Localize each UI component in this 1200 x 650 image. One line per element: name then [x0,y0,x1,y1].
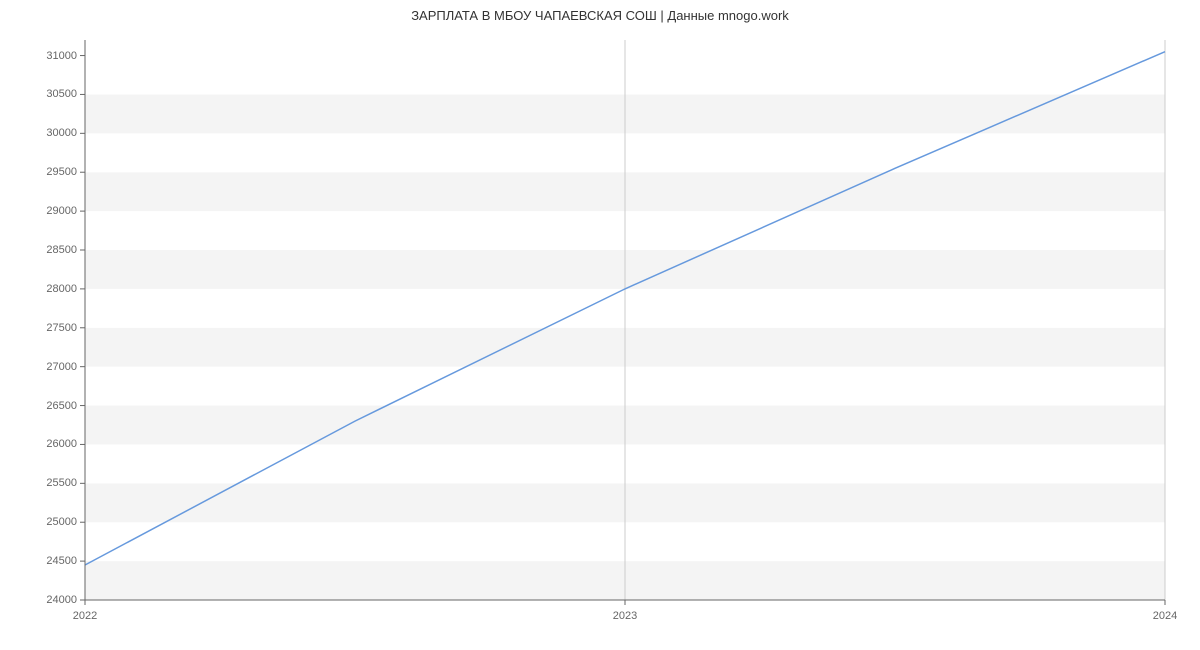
y-tick-label: 28000 [46,283,77,295]
plot-area: 2400024500250002550026000265002700027500… [85,40,1165,600]
y-tick-label: 28500 [46,244,77,256]
plot-svg [85,40,1165,600]
chart-title: ЗАРПЛАТА В МБОУ ЧАПАЕВСКАЯ СОШ | Данные … [0,8,1200,23]
y-tick-label: 27500 [46,322,77,334]
x-tick-label: 2024 [1153,610,1177,622]
y-tick-label: 24000 [46,594,77,606]
y-tick-label: 30000 [46,127,77,139]
y-tick-label: 30500 [46,88,77,100]
y-tick-label: 31000 [46,50,77,62]
y-tick-label: 29000 [46,205,77,217]
y-tick-label: 29500 [46,166,77,178]
chart-container: ЗАРПЛАТА В МБОУ ЧАПАЕВСКАЯ СОШ | Данные … [0,0,1200,650]
y-tick-label: 26500 [46,400,77,412]
y-tick-label: 24500 [46,555,77,567]
x-tick-label: 2022 [73,610,97,622]
x-tick-label: 2023 [613,610,637,622]
y-tick-label: 25000 [46,516,77,528]
y-tick-label: 26000 [46,438,77,450]
y-tick-label: 27000 [46,361,77,373]
y-tick-label: 25500 [46,477,77,489]
